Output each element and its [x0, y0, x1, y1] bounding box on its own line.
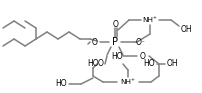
Text: O: O: [92, 37, 98, 46]
Text: OH: OH: [166, 60, 178, 69]
Text: HO: HO: [55, 80, 67, 89]
Text: O: O: [140, 52, 146, 61]
Text: O⁻: O⁻: [136, 37, 146, 46]
Text: OH: OH: [180, 24, 192, 33]
Text: O: O: [98, 60, 104, 69]
Text: HO: HO: [87, 60, 99, 69]
Text: NH⁺: NH⁺: [121, 79, 135, 85]
Text: HO: HO: [143, 60, 155, 69]
Text: HO: HO: [111, 52, 123, 61]
Text: NH⁺: NH⁺: [143, 17, 157, 23]
Text: P: P: [112, 37, 118, 47]
Text: O: O: [113, 20, 118, 28]
